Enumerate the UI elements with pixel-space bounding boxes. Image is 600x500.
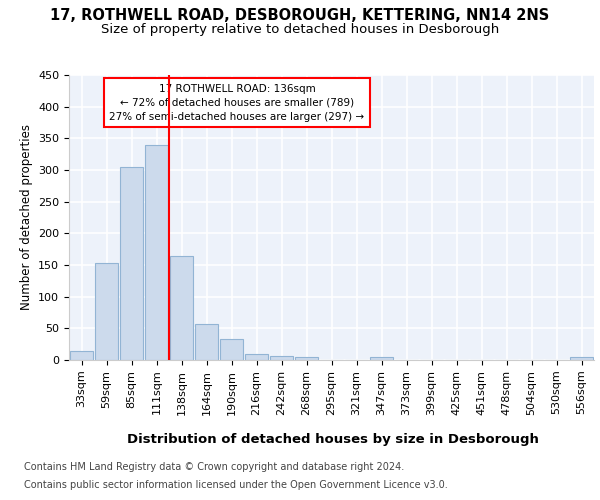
- Bar: [220, 339, 244, 360]
- Text: Distribution of detached houses by size in Desborough: Distribution of detached houses by size …: [127, 432, 539, 446]
- Bar: [370, 357, 394, 360]
- Text: 17, ROTHWELL ROAD, DESBOROUGH, KETTERING, NN14 2NS: 17, ROTHWELL ROAD, DESBOROUGH, KETTERING…: [50, 8, 550, 22]
- Bar: [95, 263, 118, 360]
- Text: 17 ROTHWELL ROAD: 136sqm
← 72% of detached houses are smaller (789)
27% of semi-: 17 ROTHWELL ROAD: 136sqm ← 72% of detach…: [109, 84, 365, 122]
- Bar: [170, 256, 193, 360]
- Bar: [119, 167, 143, 360]
- Bar: [245, 354, 268, 360]
- Bar: [194, 324, 218, 360]
- Bar: [269, 356, 293, 360]
- Text: Contains public sector information licensed under the Open Government Licence v3: Contains public sector information licen…: [24, 480, 448, 490]
- Bar: [70, 350, 94, 360]
- Bar: [569, 358, 593, 360]
- Bar: [295, 358, 319, 360]
- Bar: [145, 144, 169, 360]
- Text: Size of property relative to detached houses in Desborough: Size of property relative to detached ho…: [101, 22, 499, 36]
- Y-axis label: Number of detached properties: Number of detached properties: [20, 124, 32, 310]
- Text: Contains HM Land Registry data © Crown copyright and database right 2024.: Contains HM Land Registry data © Crown c…: [24, 462, 404, 472]
